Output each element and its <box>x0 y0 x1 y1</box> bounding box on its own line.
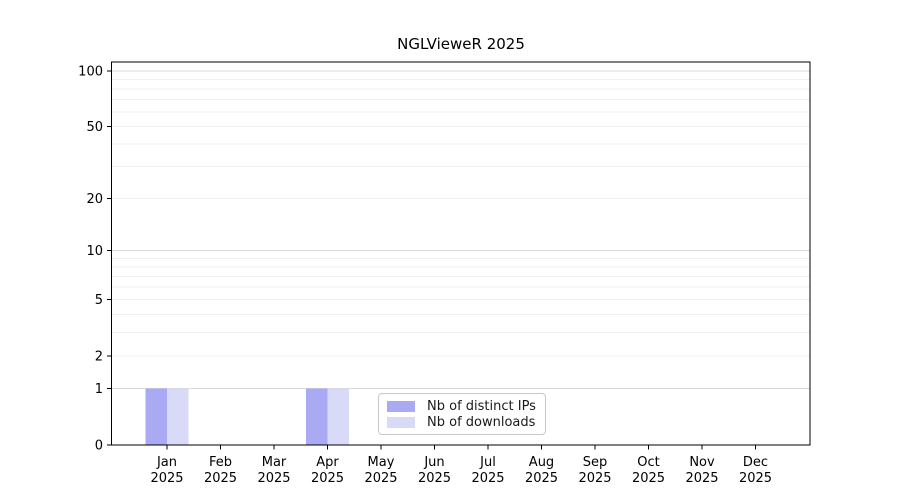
x-tick-label-month: Dec <box>743 455 768 470</box>
y-tick-label: 50 <box>86 120 103 135</box>
legend-swatch-distinct-ips <box>387 400 415 412</box>
x-tick-label-year: 2025 <box>739 471 772 486</box>
chart-title: NGLVieweR 2025 <box>397 35 525 53</box>
y-tick-label: 2 <box>95 349 103 364</box>
bar-downloads <box>327 388 349 445</box>
legend-swatch-downloads <box>387 416 415 428</box>
x-tick-label-year: 2025 <box>204 471 237 486</box>
legend-item-distinct-ips: Nb of distinct IPs <box>385 398 539 414</box>
x-tick-label-month: Apr <box>316 455 339 470</box>
legend-label-distinct-ips: Nb of distinct IPs <box>427 398 536 414</box>
legend: Nb of distinct IPs Nb of downloads <box>378 393 546 435</box>
x-tick-label-year: 2025 <box>685 471 718 486</box>
x-tick-label-year: 2025 <box>311 471 344 486</box>
y-tick-label: 10 <box>86 244 103 259</box>
x-tick-label-month: May <box>368 455 395 470</box>
bar-distinct-ips <box>145 388 167 445</box>
x-tick-label-month: Nov <box>689 455 715 470</box>
x-tick-label-year: 2025 <box>471 471 504 486</box>
x-tick-label-month: Feb <box>209 455 232 470</box>
x-tick-label-month: Jan <box>156 455 177 470</box>
legend-label-downloads: Nb of downloads <box>427 414 536 430</box>
y-tick-label: 5 <box>95 293 103 308</box>
y-tick-label: 0 <box>95 438 103 453</box>
y-tick-label: 20 <box>86 192 103 207</box>
x-tick-label-year: 2025 <box>418 471 451 486</box>
x-tick-label-month: Sep <box>583 455 608 470</box>
plot-border <box>111 61 811 446</box>
y-tick-label: 1 <box>95 382 103 397</box>
bar-downloads <box>167 388 189 445</box>
x-tick-label-month: Jun <box>423 455 444 470</box>
x-tick-label-year: 2025 <box>632 471 665 486</box>
x-tick-label-year: 2025 <box>525 471 558 486</box>
bar-distinct-ips <box>306 388 328 445</box>
x-tick-label-year: 2025 <box>150 471 183 486</box>
x-tick-label-month: Oct <box>637 455 659 470</box>
x-tick-label-year: 2025 <box>364 471 397 486</box>
x-tick-label-year: 2025 <box>257 471 290 486</box>
x-tick-label-month: Mar <box>262 455 287 470</box>
x-tick-label-year: 2025 <box>578 471 611 486</box>
legend-item-downloads: Nb of downloads <box>385 414 539 430</box>
x-tick-label-month: Aug <box>529 455 554 470</box>
x-tick-label-month: Jul <box>479 455 496 470</box>
y-tick-label: 100 <box>78 65 103 80</box>
